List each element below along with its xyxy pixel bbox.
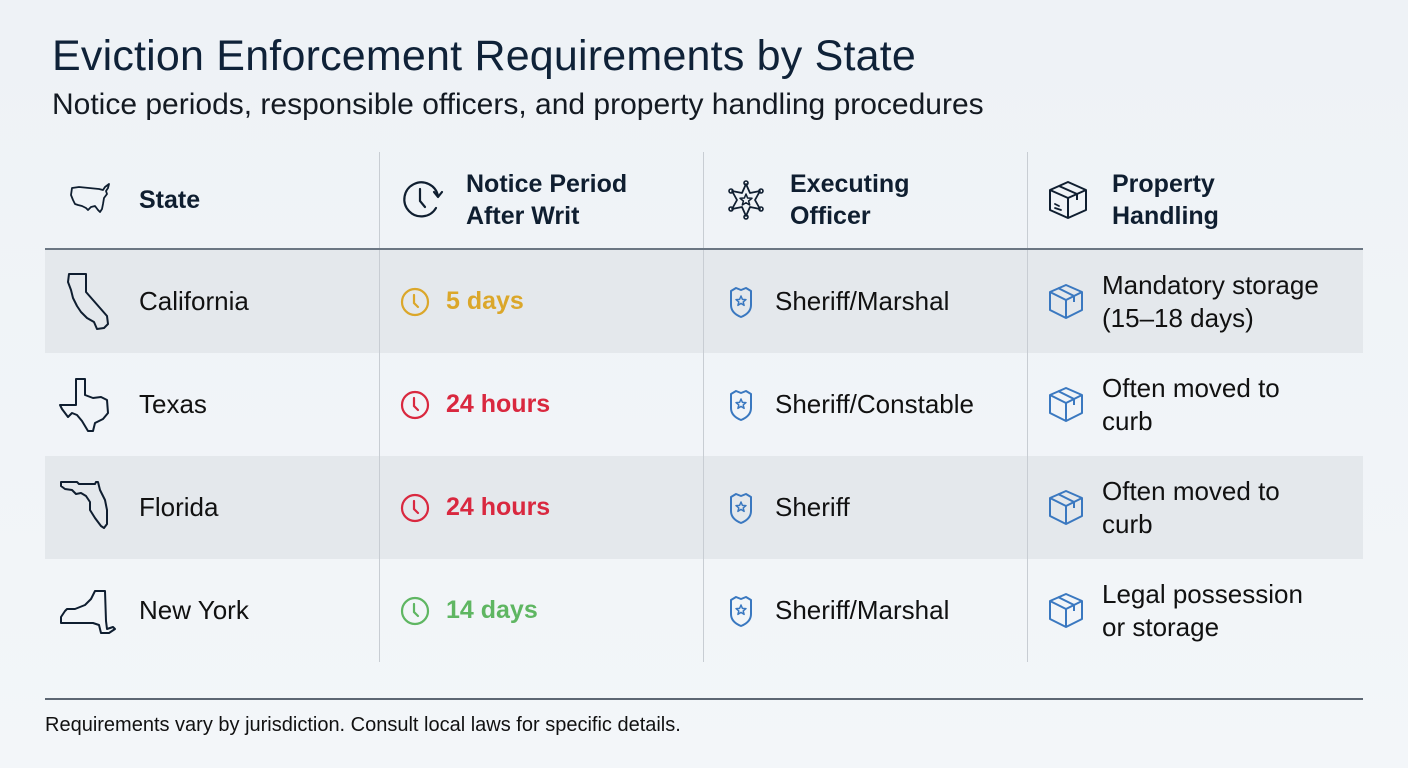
police-badge-icon [730, 286, 752, 318]
officer-name: Sheriff/Constable [775, 389, 974, 419]
officer-name: Sheriff [775, 492, 850, 522]
table-row-florida: Florida 24 hours Sheriff Often moved t [45, 456, 1363, 559]
table-row-texas: Texas 24 hours Sheriff/Constable Often [45, 353, 1363, 456]
column-header-state: State [45, 152, 380, 248]
state-cell: California [45, 250, 380, 353]
box-icon [1049, 489, 1083, 525]
box-icon [1049, 283, 1083, 319]
property-cell: Often moved to curb [1028, 353, 1363, 456]
box-icon [1049, 592, 1083, 628]
clock-icon [400, 287, 430, 316]
state-name: New York [139, 595, 249, 625]
property-cell: Legal possession or storage [1028, 559, 1363, 662]
notice-cell: 14 days [380, 559, 704, 662]
notice-cell: 24 hours [380, 456, 704, 559]
column-header-label: Property Handling [1112, 170, 1219, 230]
state-name: Texas [139, 389, 207, 419]
officer-cell: Sheriff/Marshal [704, 250, 1028, 353]
officer-name: Sheriff/Marshal [775, 286, 950, 316]
officer-cell: Sheriff [704, 456, 1028, 559]
officer-cell: Sheriff/Constable [704, 353, 1028, 456]
sheriff-star-icon [728, 180, 764, 220]
requirements-table: State Notice Period After Writ [45, 152, 1363, 662]
box-icon [1049, 386, 1083, 422]
usa-map-icon [70, 183, 110, 213]
police-badge-icon [730, 389, 752, 421]
clock-icon [400, 390, 430, 419]
property-handling-text: Legal possession or storage [1102, 578, 1303, 642]
column-header-label: Notice Period After Writ [466, 170, 628, 230]
notice-period-value: 5 days [446, 287, 524, 315]
texas-outline-icon [59, 377, 109, 432]
footer-divider [45, 698, 1363, 700]
box-icon [1049, 181, 1087, 219]
california-outline-icon [67, 272, 109, 330]
state-cell: New York [45, 559, 380, 662]
florida-outline-icon [60, 480, 108, 529]
column-header-label: State [139, 186, 201, 214]
police-badge-icon [730, 595, 752, 627]
notice-period-value: 24 hours [446, 493, 551, 521]
property-cell: Mandatory storage (15–18 days) [1028, 250, 1363, 353]
table-header-row: State Notice Period After Writ [45, 152, 1363, 250]
notice-period-value: 24 hours [446, 390, 551, 418]
state-name: California [139, 286, 249, 316]
state-name: Florida [139, 492, 219, 522]
table-row-california: California 5 days Sheriff/Marshal Mand [45, 250, 1363, 353]
officer-cell: Sheriff/Marshal [704, 559, 1028, 662]
column-header-property: Property Handling [1028, 152, 1363, 248]
notice-cell: 5 days [380, 250, 704, 353]
column-header-notice: Notice Period After Writ [380, 152, 704, 248]
state-cell: Florida [45, 456, 380, 559]
property-cell: Often moved to curb [1028, 456, 1363, 559]
notice-period-value: 14 days [446, 596, 538, 624]
state-cell: Texas [45, 353, 380, 456]
property-handling-text: Often moved to curb [1102, 372, 1280, 436]
clock-icon [400, 596, 430, 625]
column-header-label: Executing Officer [790, 170, 910, 230]
clock-icon [403, 181, 444, 218]
property-handling-text: Often moved to curb [1102, 475, 1280, 539]
footer-disclaimer: Requirements vary by jurisdiction. Consu… [45, 714, 681, 736]
police-badge-icon [730, 492, 752, 524]
page-subtitle: Notice periods, responsible officers, an… [52, 88, 984, 121]
table-row-new-york: New York 14 days Sheriff/Marshal Legal [45, 559, 1363, 662]
new-york-outline-icon [60, 589, 116, 634]
page-title: Eviction Enforcement Requirements by Sta… [52, 32, 917, 80]
property-handling-text: Mandatory storage (15–18 days) [1102, 269, 1319, 333]
officer-name: Sheriff/Marshal [775, 595, 950, 625]
column-header-officer: Executing Officer [704, 152, 1028, 248]
notice-cell: 24 hours [380, 353, 704, 456]
clock-icon [400, 493, 430, 522]
